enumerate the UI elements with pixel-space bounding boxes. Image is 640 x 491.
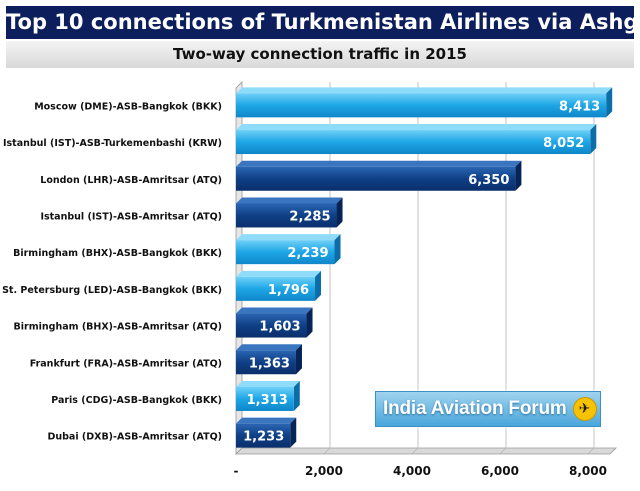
bar-6 — [236, 270, 322, 301]
chart-floor — [235, 447, 617, 455]
bar-7 — [236, 307, 313, 338]
bar-front-face — [236, 93, 607, 118]
gridline-floor — [411, 447, 419, 455]
bar-top-face — [236, 307, 313, 314]
bar-top-face — [236, 270, 322, 277]
bar-side-face — [590, 124, 597, 155]
x-tick-label: 8,000 — [569, 464, 607, 478]
bar-side-face — [295, 344, 302, 375]
bar-front-face — [236, 240, 335, 265]
bar-side-face — [306, 307, 313, 338]
bar-4 — [236, 197, 343, 228]
india-aviation-forum-logo: India Aviation Forum ✈ — [375, 391, 601, 427]
bar-side-face — [315, 270, 322, 301]
bar-top-face — [236, 380, 300, 387]
bar-front-face — [236, 313, 307, 338]
x-tick-label: 6,000 — [481, 464, 519, 478]
bar-value-label: 1,313 — [247, 393, 288, 408]
bar-top-face — [236, 234, 341, 241]
bar-value-label: 6,350 — [468, 173, 509, 188]
category-label: Paris (CDG)-ASB-Bangkok (BKK) — [51, 395, 222, 406]
bar-top-face — [236, 160, 522, 167]
bar-value-label: 1,796 — [268, 283, 309, 298]
bar-value-label: 1,603 — [259, 320, 300, 335]
chart-subtitle: Two-way connection traffic in 2015 — [6, 41, 634, 68]
category-label: Birmingham (BHX)-ASB-Bangkok (BKK) — [13, 248, 222, 259]
bar-top-face — [236, 87, 613, 94]
bar-3 — [236, 160, 522, 191]
x-tick-label: - — [234, 464, 239, 478]
bar-value-label: 1,363 — [249, 356, 290, 371]
gridline-floor — [323, 447, 331, 455]
category-label: Dubai (DXB)-ASB-Amritsar (ATQ) — [47, 432, 222, 443]
category-label: Moscow (DME)-ASB-Bangkok (BKK) — [34, 101, 222, 112]
bar-value-label: 8,052 — [543, 136, 584, 151]
bar-9 — [236, 380, 300, 411]
category-label: Istanbul (IST)-ASB-Amritsar (ATQ) — [40, 211, 222, 222]
bar-side-face — [290, 417, 297, 448]
bar-value-label: 2,239 — [287, 246, 328, 261]
category-label: Istanbul (IST)-ASB-Turkemenbashi (KRW) — [3, 138, 222, 149]
x-tick-label: 4,000 — [393, 464, 431, 478]
bar-top-face — [236, 417, 297, 424]
category-label: London (LHR)-ASB-Amritsar (ATQ) — [40, 175, 222, 186]
bar-8 — [236, 344, 302, 375]
category-label: Birmingham (BHX)-ASB-Amritsar (ATQ) — [14, 322, 222, 333]
bar-value-label: 1,233 — [243, 430, 284, 445]
gridline-floor — [499, 447, 507, 455]
bar-front-face — [236, 166, 516, 191]
bar-2 — [236, 124, 597, 155]
bar-1 — [236, 87, 613, 118]
bar-value-label: 2,285 — [289, 209, 330, 224]
bar-side-face — [293, 380, 300, 411]
bar-front-face — [236, 423, 291, 448]
airplane-icon: ✈ — [572, 397, 597, 421]
bar-chart: 8,413 Moscow (DME)-ASB-Bangkok (BKK) 8,052… — [2, 81, 617, 478]
bar-top-face — [236, 344, 302, 351]
bar-10 — [236, 417, 297, 448]
bar-side-face — [336, 197, 343, 228]
bar-front-face — [236, 350, 296, 375]
bar-value-label: 8,413 — [559, 99, 600, 114]
bar-top-face — [236, 124, 597, 131]
bar-front-face — [236, 203, 337, 228]
bar-front-face — [236, 386, 294, 411]
x-tick-label: 2,000 — [305, 464, 343, 478]
category-label: St. Petersburg (LED)-ASB-Bangkok (BKK) — [2, 285, 222, 296]
bar-side-face — [515, 160, 522, 191]
bar-side-face — [606, 87, 613, 118]
bar-side-face — [334, 234, 341, 265]
bar-top-face — [236, 197, 343, 204]
chart-title: Top 10 connections of Turkmenistan Airli… — [6, 6, 634, 39]
bar-front-face — [236, 130, 591, 155]
bar-5 — [236, 234, 341, 265]
gridline-floor — [587, 447, 595, 455]
category-label: Frankfurt (FRA)-ASB-Amritsar (ATQ) — [30, 358, 222, 369]
bar-front-face — [236, 276, 316, 301]
watermark-text: India Aviation Forum — [383, 398, 567, 419]
